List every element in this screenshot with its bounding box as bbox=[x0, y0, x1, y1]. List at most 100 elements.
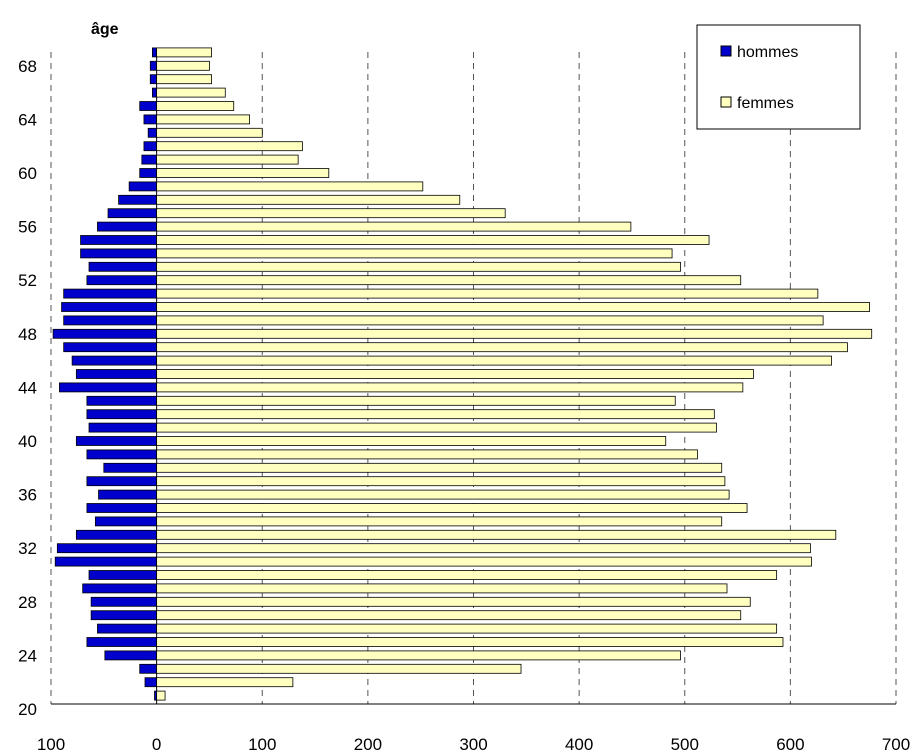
bar-femmes bbox=[156, 449, 698, 460]
bar-femmes bbox=[156, 101, 235, 111]
bar-hommes bbox=[82, 583, 158, 594]
bar-femmes bbox=[156, 422, 717, 433]
bar-hommes bbox=[141, 154, 158, 165]
bar-hommes bbox=[151, 47, 158, 58]
bar-hommes bbox=[88, 261, 158, 272]
bar-femmes bbox=[156, 315, 824, 326]
bar-femmes bbox=[156, 248, 673, 259]
y-tick-label: 52 bbox=[18, 271, 37, 290]
bar-hommes bbox=[128, 181, 158, 192]
bar-femmes bbox=[156, 141, 303, 152]
bar-hommes bbox=[86, 395, 158, 406]
bar-hommes bbox=[52, 328, 158, 339]
y-axis-label: âge bbox=[91, 21, 119, 38]
y-tick-label: 64 bbox=[18, 110, 37, 129]
bar-femmes bbox=[156, 663, 522, 674]
bar-femmes bbox=[156, 637, 784, 647]
bar-hommes bbox=[97, 623, 158, 634]
bar-femmes bbox=[156, 47, 212, 58]
bar-femmes bbox=[156, 690, 166, 701]
bar-hommes bbox=[75, 529, 158, 540]
bar-femmes bbox=[156, 288, 819, 299]
y-tick-label: 60 bbox=[18, 164, 37, 183]
bar-hommes bbox=[98, 489, 158, 500]
y-tick-label: 40 bbox=[18, 432, 37, 451]
bar-femmes bbox=[156, 194, 461, 205]
legend-label-femmes: femmes bbox=[737, 95, 794, 112]
x-tick-label: 100 bbox=[37, 735, 65, 754]
bar-femmes bbox=[156, 181, 424, 192]
bar-hommes bbox=[54, 556, 158, 567]
bar-hommes bbox=[86, 503, 158, 513]
bar-hommes bbox=[147, 127, 158, 138]
bar-femmes bbox=[156, 328, 873, 339]
bar-hommes bbox=[139, 101, 158, 111]
bar-hommes bbox=[118, 194, 158, 205]
x-tick-label: 100 bbox=[248, 735, 276, 754]
y-tick-label: 20 bbox=[18, 700, 37, 719]
bar-hommes bbox=[107, 208, 158, 219]
x-tick-label: 600 bbox=[776, 735, 804, 754]
bar-femmes bbox=[156, 154, 299, 165]
bar-hommes bbox=[143, 114, 158, 125]
bar-hommes bbox=[63, 315, 158, 326]
bar-femmes bbox=[156, 677, 294, 688]
bar-hommes bbox=[139, 663, 158, 674]
bar-femmes bbox=[156, 570, 778, 580]
bar-femmes bbox=[156, 436, 667, 446]
bar-hommes bbox=[104, 650, 158, 661]
bar-femmes bbox=[156, 275, 742, 286]
bar-femmes bbox=[156, 529, 837, 540]
y-tick-label: 32 bbox=[18, 539, 37, 558]
bar-hommes bbox=[90, 596, 158, 607]
bar-femmes bbox=[156, 395, 676, 406]
legend-swatch-hommes bbox=[720, 45, 732, 57]
bar-femmes bbox=[156, 114, 250, 125]
bar-femmes bbox=[156, 235, 710, 245]
bar-femmes bbox=[156, 516, 723, 527]
bar-femmes bbox=[156, 623, 778, 634]
bar-hommes bbox=[80, 248, 158, 259]
bar-hommes bbox=[143, 141, 158, 152]
bar-femmes bbox=[156, 342, 848, 353]
bar-hommes bbox=[63, 288, 158, 299]
y-tick-label: 24 bbox=[18, 646, 37, 665]
x-tick-label: 200 bbox=[354, 735, 382, 754]
x-tick-label: 700 bbox=[882, 735, 910, 754]
y-tick-label: 28 bbox=[18, 593, 37, 612]
bar-hommes bbox=[86, 449, 158, 460]
bar-hommes bbox=[144, 677, 158, 688]
y-tick-label: 44 bbox=[18, 378, 37, 397]
bar-femmes bbox=[156, 369, 754, 379]
bar-femmes bbox=[156, 261, 681, 272]
bar-femmes bbox=[156, 650, 681, 661]
bar-hommes bbox=[86, 637, 158, 647]
bar-femmes bbox=[156, 476, 726, 487]
legend: hommes femmes bbox=[696, 24, 861, 130]
bar-femmes bbox=[156, 462, 723, 473]
bar-femmes bbox=[156, 355, 832, 366]
x-tick-label: 400 bbox=[565, 735, 593, 754]
bar-hommes bbox=[71, 355, 158, 366]
bar-femmes bbox=[156, 127, 263, 138]
bar-hommes bbox=[151, 87, 158, 98]
bar-femmes bbox=[156, 543, 811, 554]
bar-hommes bbox=[59, 382, 158, 393]
bar-hommes bbox=[149, 60, 158, 71]
bar-femmes bbox=[156, 74, 212, 85]
bar-hommes bbox=[63, 342, 158, 353]
bar-hommes bbox=[80, 235, 158, 245]
bar-femmes bbox=[156, 610, 742, 621]
y-tick-label: 36 bbox=[18, 486, 37, 505]
bar-femmes bbox=[156, 168, 330, 178]
bar-femmes bbox=[156, 382, 744, 393]
bar-femmes bbox=[156, 556, 812, 567]
x-tick-label: 0 bbox=[152, 735, 161, 754]
bar-hommes bbox=[88, 422, 158, 433]
y-tick-label: 68 bbox=[18, 57, 37, 76]
bar-hommes bbox=[139, 168, 158, 178]
bar-femmes bbox=[156, 503, 748, 513]
bar-hommes bbox=[90, 610, 158, 621]
bar-hommes bbox=[97, 221, 158, 232]
legend-swatch-femmes bbox=[720, 96, 732, 108]
